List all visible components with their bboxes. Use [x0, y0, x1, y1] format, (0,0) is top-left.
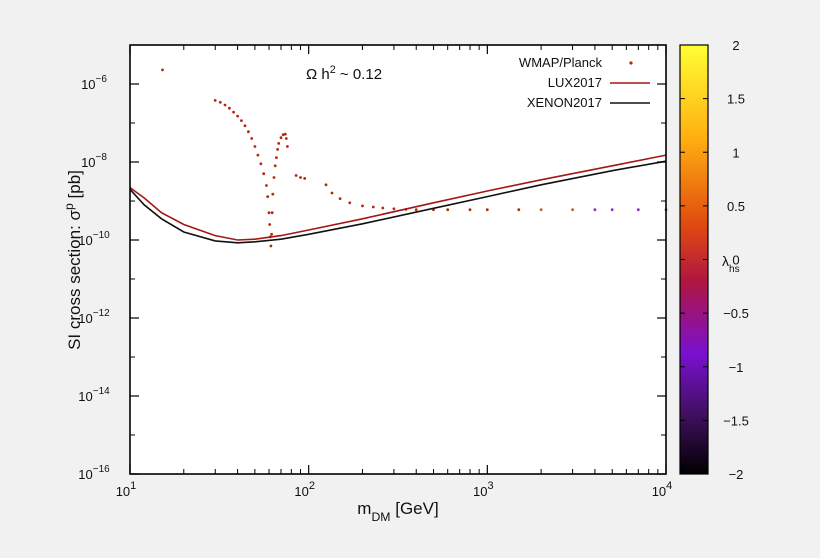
x-tick-label: 104	[652, 480, 673, 499]
scatter-point	[243, 124, 247, 128]
scatter-point	[361, 204, 364, 208]
scatter-point	[272, 176, 276, 179]
scatter-point	[303, 177, 307, 180]
scatter-point	[276, 148, 279, 151]
x-tick-label: 101	[116, 480, 137, 499]
legend-swatch	[629, 61, 633, 65]
x-tick-label: 103	[473, 480, 494, 499]
scatter-point	[247, 130, 250, 134]
scatter-point	[279, 136, 283, 140]
x-axis-label: mDM [GeV]	[357, 499, 438, 524]
scatter-point	[593, 208, 597, 212]
scatter-point	[250, 137, 254, 140]
annotation-text: Ω h2 ~ 0.12	[306, 64, 382, 83]
scatter-point	[213, 99, 217, 102]
scatter-point	[330, 191, 334, 195]
colorbar-tick-label: −2	[729, 467, 744, 482]
colorbar-tick-label: 1	[732, 145, 739, 160]
scatter-point	[485, 208, 489, 212]
y-axis-label: SI cross section: σp [pb]	[62, 170, 84, 350]
annotation: Ω h2 ~ 0.12	[306, 64, 382, 83]
y-tick-label: 10−8	[81, 152, 107, 170]
y-tick-label: 10−10	[78, 230, 110, 248]
scatter-point	[381, 206, 385, 210]
scatter-point	[294, 174, 298, 177]
scatter-point	[348, 201, 352, 205]
scatter-point	[517, 208, 521, 212]
scatter-point	[266, 195, 270, 199]
colorbar-tick-label: 2	[732, 38, 739, 53]
scatter-point	[161, 68, 164, 72]
scatter-point	[468, 208, 472, 212]
scatter-point	[286, 145, 289, 148]
x-tick-label: 102	[294, 480, 315, 499]
scatter-point	[414, 208, 418, 212]
colorbar-tick-label: 0	[732, 253, 739, 268]
scatter-point	[610, 208, 614, 212]
ticks-layer: 101 102 103 104 10−16 10−14 10−12 10−10 10−8 10−6	[78, 44, 673, 499]
legend-label: XENON2017	[527, 95, 602, 110]
y-tick-label: 10−16	[78, 464, 110, 482]
scatter-point	[228, 106, 231, 110]
plot-area	[130, 45, 666, 474]
scatter-point	[275, 156, 278, 160]
colorbar-tick-label: 1.5	[727, 92, 745, 107]
scatter-point	[539, 208, 543, 212]
scatter-point	[253, 145, 257, 148]
legend-label: LUX2017	[548, 75, 602, 90]
scatter-point	[236, 114, 240, 118]
scatter-point	[281, 133, 285, 137]
y-tick-label: 10−12	[78, 308, 110, 326]
scatter-point	[636, 208, 640, 212]
scatter-point	[271, 192, 275, 196]
colorbar-tick-label: −1.5	[723, 413, 749, 428]
scatter-point	[273, 164, 277, 168]
colorbar-label: λhs	[722, 253, 740, 275]
scatter-point	[267, 211, 271, 215]
scatter-point	[232, 110, 236, 114]
scatter-point	[269, 244, 273, 248]
scatter-point	[268, 223, 272, 226]
scatter-point	[338, 197, 342, 201]
series-line-lux2017	[129, 154, 667, 241]
y-tick-label: 10−6	[81, 74, 107, 92]
scatter-point	[262, 172, 266, 176]
scatter-point	[218, 100, 222, 104]
scatter-point	[299, 176, 302, 179]
series-layer	[129, 68, 668, 248]
colorbar-tick-label: 0.5	[727, 199, 745, 214]
colorbar-ticks: 2 1.5 1 0.5 0 −0.5 −1 −1.5 −2	[680, 38, 749, 482]
scatter-point	[270, 232, 273, 236]
scatter-point	[240, 119, 243, 122]
scatter-point	[571, 208, 574, 212]
plot-frame	[129, 44, 667, 475]
scatter-point	[392, 207, 396, 211]
scatter-point	[446, 208, 450, 212]
scatter-point	[324, 183, 328, 187]
scatter-point	[283, 132, 287, 136]
colorbar-tick-label: −0.5	[723, 306, 749, 321]
scatter-point	[270, 211, 274, 215]
legend-label: WMAP/Planck	[519, 55, 603, 70]
y-tick-label: 10−14	[78, 386, 110, 404]
scatter-point	[284, 137, 288, 140]
legend: WMAP/Planck LUX2017 XENON2017	[519, 55, 650, 110]
scatter-point	[223, 103, 227, 107]
colorbar-tick-label: −1	[729, 360, 744, 375]
scatter-point	[259, 162, 263, 166]
scatter-point	[256, 153, 260, 157]
scatter-point	[265, 184, 268, 187]
series-line-xenon2017	[129, 160, 667, 244]
scatter-point	[371, 205, 375, 209]
scatter-point	[277, 142, 281, 145]
